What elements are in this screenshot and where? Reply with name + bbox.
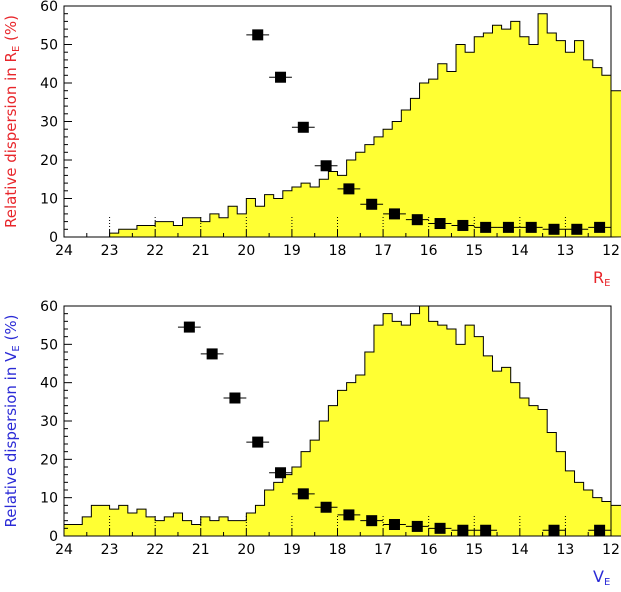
top-y-axis-label: Relative dispersion in RE (%) [2, 15, 22, 228]
top-x-tick-label: 18 [329, 243, 347, 259]
top-x-tick-label: 23 [101, 243, 119, 259]
bottom-y-tick-label: 20 [40, 452, 58, 468]
bottom-axis-ticks [63, 305, 612, 537]
bottom-y-tick-label: 30 [40, 414, 58, 430]
top-data-point [366, 198, 378, 210]
bottom-data-point [320, 501, 332, 513]
bottom-y-tick-label: 50 [40, 337, 58, 353]
bottom-x-tick-label: 17 [374, 542, 392, 558]
top-data-point [320, 160, 332, 172]
top-data-point [480, 221, 492, 233]
top-x-tick-label: 12 [602, 243, 620, 259]
top-x-tick-label: 13 [557, 243, 575, 259]
top-histogram [109, 13, 621, 238]
top-data-point [548, 223, 560, 235]
top-x-tick-label: 20 [237, 243, 255, 259]
bottom-data-point [457, 524, 469, 536]
top-data-point [297, 121, 309, 133]
top-x-tick-label: 22 [146, 243, 164, 259]
bottom-y-tick-label: 0 [49, 529, 58, 545]
bottom-data-point [229, 392, 241, 404]
top-y-tick-label: 30 [40, 115, 58, 131]
top-x-tick-label: 24 [55, 243, 73, 259]
bottom-y-tick-label: 40 [40, 376, 58, 392]
bottom-data-point [548, 524, 560, 536]
top-x-tick-label: 16 [420, 243, 438, 259]
top-data-point [252, 29, 264, 41]
top-data-points [246, 29, 611, 235]
bottom-x-tick-label: 16 [420, 542, 438, 558]
bottom-data-point [434, 522, 446, 534]
bottom-x-tick-label: 24 [55, 542, 73, 558]
bottom-data-point [411, 520, 423, 532]
bottom-x-axis-label: VE [593, 567, 610, 588]
top-data-point [571, 223, 583, 235]
bottom-x-tick-label: 14 [511, 542, 529, 558]
top-data-point [434, 218, 446, 230]
top-x-tick-label: 17 [374, 243, 392, 259]
bottom-x-tick-label: 13 [557, 542, 575, 558]
bottom-data-point [183, 321, 195, 333]
bottom-x-tick-label: 23 [101, 542, 119, 558]
top-y-tick-labels: 0 10 20 30 40 50 60 [40, 0, 58, 246]
bottom-x-tick-label: 12 [602, 542, 620, 558]
bottom-histogram-outline [63, 305, 621, 537]
bottom-panel: 24 23 22 21 20 19 18 17 16 15 14 13 12 0 10 20 30 40 50 60… [2, 299, 621, 588]
bottom-data-point [388, 519, 400, 530]
top-x-tick-labels: 24 23 22 21 20 19 18 17 16 15 14 13 12 [55, 243, 620, 259]
top-x-tick-label: 14 [511, 243, 529, 259]
bottom-data-point [206, 348, 218, 360]
bottom-data-point [275, 467, 287, 479]
top-data-point [388, 208, 400, 220]
bottom-data-point [480, 524, 492, 536]
top-data-point [457, 219, 469, 231]
bottom-x-tick-label: 19 [283, 542, 301, 558]
bottom-data-point [252, 436, 264, 448]
bottom-data-point [297, 488, 309, 500]
bottom-data-point [343, 509, 355, 521]
top-axis-ticks [63, 5, 612, 238]
bottom-y-tick-labels: 0 10 20 30 40 50 60 [40, 299, 58, 545]
top-data-point [594, 221, 606, 233]
bottom-x-tick-label: 18 [329, 542, 347, 558]
top-data-point [275, 71, 287, 83]
bottom-x-tick-label: 22 [146, 542, 164, 558]
bottom-x-tick-label: 20 [237, 542, 255, 558]
bottom-y-axis-label: Relative dispersion in VE (%) [2, 315, 22, 528]
top-data-point [502, 221, 514, 233]
top-y-tick-label: 50 [40, 38, 58, 54]
top-x-tick-label: 19 [283, 243, 301, 259]
top-histogram-outline [109, 13, 621, 238]
top-x-tick-label: 21 [192, 243, 210, 259]
top-y-tick-label: 40 [40, 76, 58, 92]
bottom-data-point [594, 524, 606, 536]
top-data-point [343, 183, 355, 195]
top-data-point [411, 214, 423, 226]
top-y-tick-label: 20 [40, 153, 58, 169]
bottom-data-points [177, 321, 611, 536]
top-y-tick-label: 0 [49, 230, 58, 246]
top-x-axis-label: RE [593, 268, 610, 289]
bottom-x-tick-label: 21 [192, 542, 210, 558]
bottom-x-tick-label: 15 [465, 542, 483, 558]
bottom-x-tick-labels: 24 23 22 21 20 19 18 17 16 15 14 13 12 [55, 542, 620, 558]
top-y-tick-label: 10 [40, 192, 58, 208]
top-x-tick-label: 15 [465, 243, 483, 259]
bottom-y-tick-label: 10 [40, 491, 58, 507]
top-panel: 24 23 22 21 20 19 18 17 16 15 14 13 12 0 10 20 30 40 50 60… [2, 0, 621, 289]
bottom-data-point [366, 515, 378, 527]
bottom-histogram [63, 305, 621, 537]
top-data-point [525, 221, 537, 233]
top-y-tick-label: 60 [40, 0, 58, 15]
bottom-y-tick-label: 60 [40, 299, 58, 315]
